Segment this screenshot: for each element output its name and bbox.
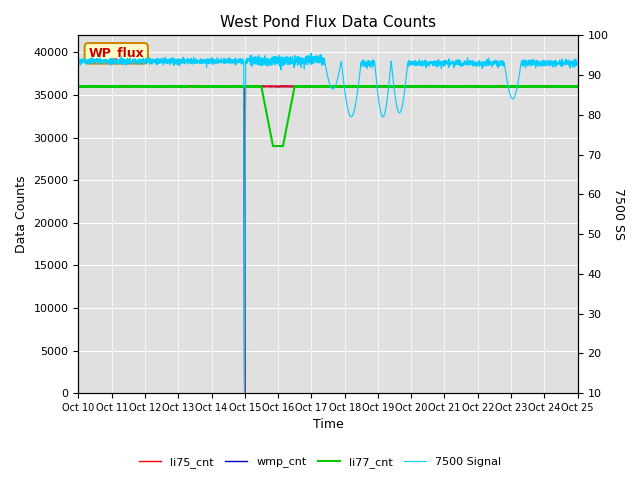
7500 Signal <box>511 94 518 100</box>
li77_cnt <box>266 128 274 133</box>
Legend: li75_cnt, wmp_cnt, li77_cnt, 7500 Signal: li75_cnt, wmp_cnt, li77_cnt, 7500 Signal <box>135 452 505 472</box>
li77_cnt <box>511 84 518 89</box>
li75_cnt <box>75 84 83 89</box>
li75_cnt <box>161 84 169 90</box>
7500 Signal <box>288 59 296 65</box>
wmp_cnt <box>564 84 572 89</box>
li77_cnt <box>161 84 169 89</box>
7500 Signal <box>574 62 582 68</box>
wmp_cnt <box>574 84 582 89</box>
7500 Signal <box>307 50 315 56</box>
Title: West Pond Flux Data Counts: West Pond Flux Data Counts <box>220 15 436 30</box>
Line: li75_cnt: li75_cnt <box>79 86 578 393</box>
Line: li77_cnt: li77_cnt <box>79 86 578 146</box>
Y-axis label: 7500 SS: 7500 SS <box>612 188 625 240</box>
li75_cnt <box>510 84 518 89</box>
wmp_cnt <box>241 390 248 396</box>
wmp_cnt <box>194 83 202 89</box>
7500 Signal <box>75 57 83 63</box>
Y-axis label: Data Counts: Data Counts <box>15 176 28 253</box>
wmp_cnt <box>161 84 169 89</box>
li77_cnt <box>288 98 296 104</box>
li77_cnt <box>574 84 582 89</box>
7500 Signal <box>161 57 169 62</box>
li77_cnt <box>269 143 277 149</box>
li75_cnt <box>564 84 572 89</box>
wmp_cnt <box>75 84 83 90</box>
li77_cnt <box>223 83 230 89</box>
li75_cnt <box>131 84 139 89</box>
li75_cnt <box>288 84 296 89</box>
li77_cnt <box>75 84 83 89</box>
wmp_cnt <box>266 84 274 89</box>
X-axis label: Time: Time <box>312 419 344 432</box>
li77_cnt <box>564 84 572 89</box>
7500 Signal <box>564 59 572 65</box>
Line: 7500 Signal: 7500 Signal <box>79 53 578 393</box>
wmp_cnt <box>288 84 296 89</box>
7500 Signal <box>131 56 139 62</box>
Text: WP_flux: WP_flux <box>88 47 144 60</box>
7500 Signal <box>266 58 274 63</box>
7500 Signal <box>241 390 248 396</box>
li77_cnt <box>131 84 139 89</box>
wmp_cnt <box>131 84 139 89</box>
li75_cnt <box>556 83 564 89</box>
li75_cnt <box>266 84 274 90</box>
wmp_cnt <box>511 84 518 89</box>
Line: wmp_cnt: wmp_cnt <box>79 86 578 393</box>
li75_cnt <box>241 390 248 396</box>
li75_cnt <box>574 84 582 89</box>
